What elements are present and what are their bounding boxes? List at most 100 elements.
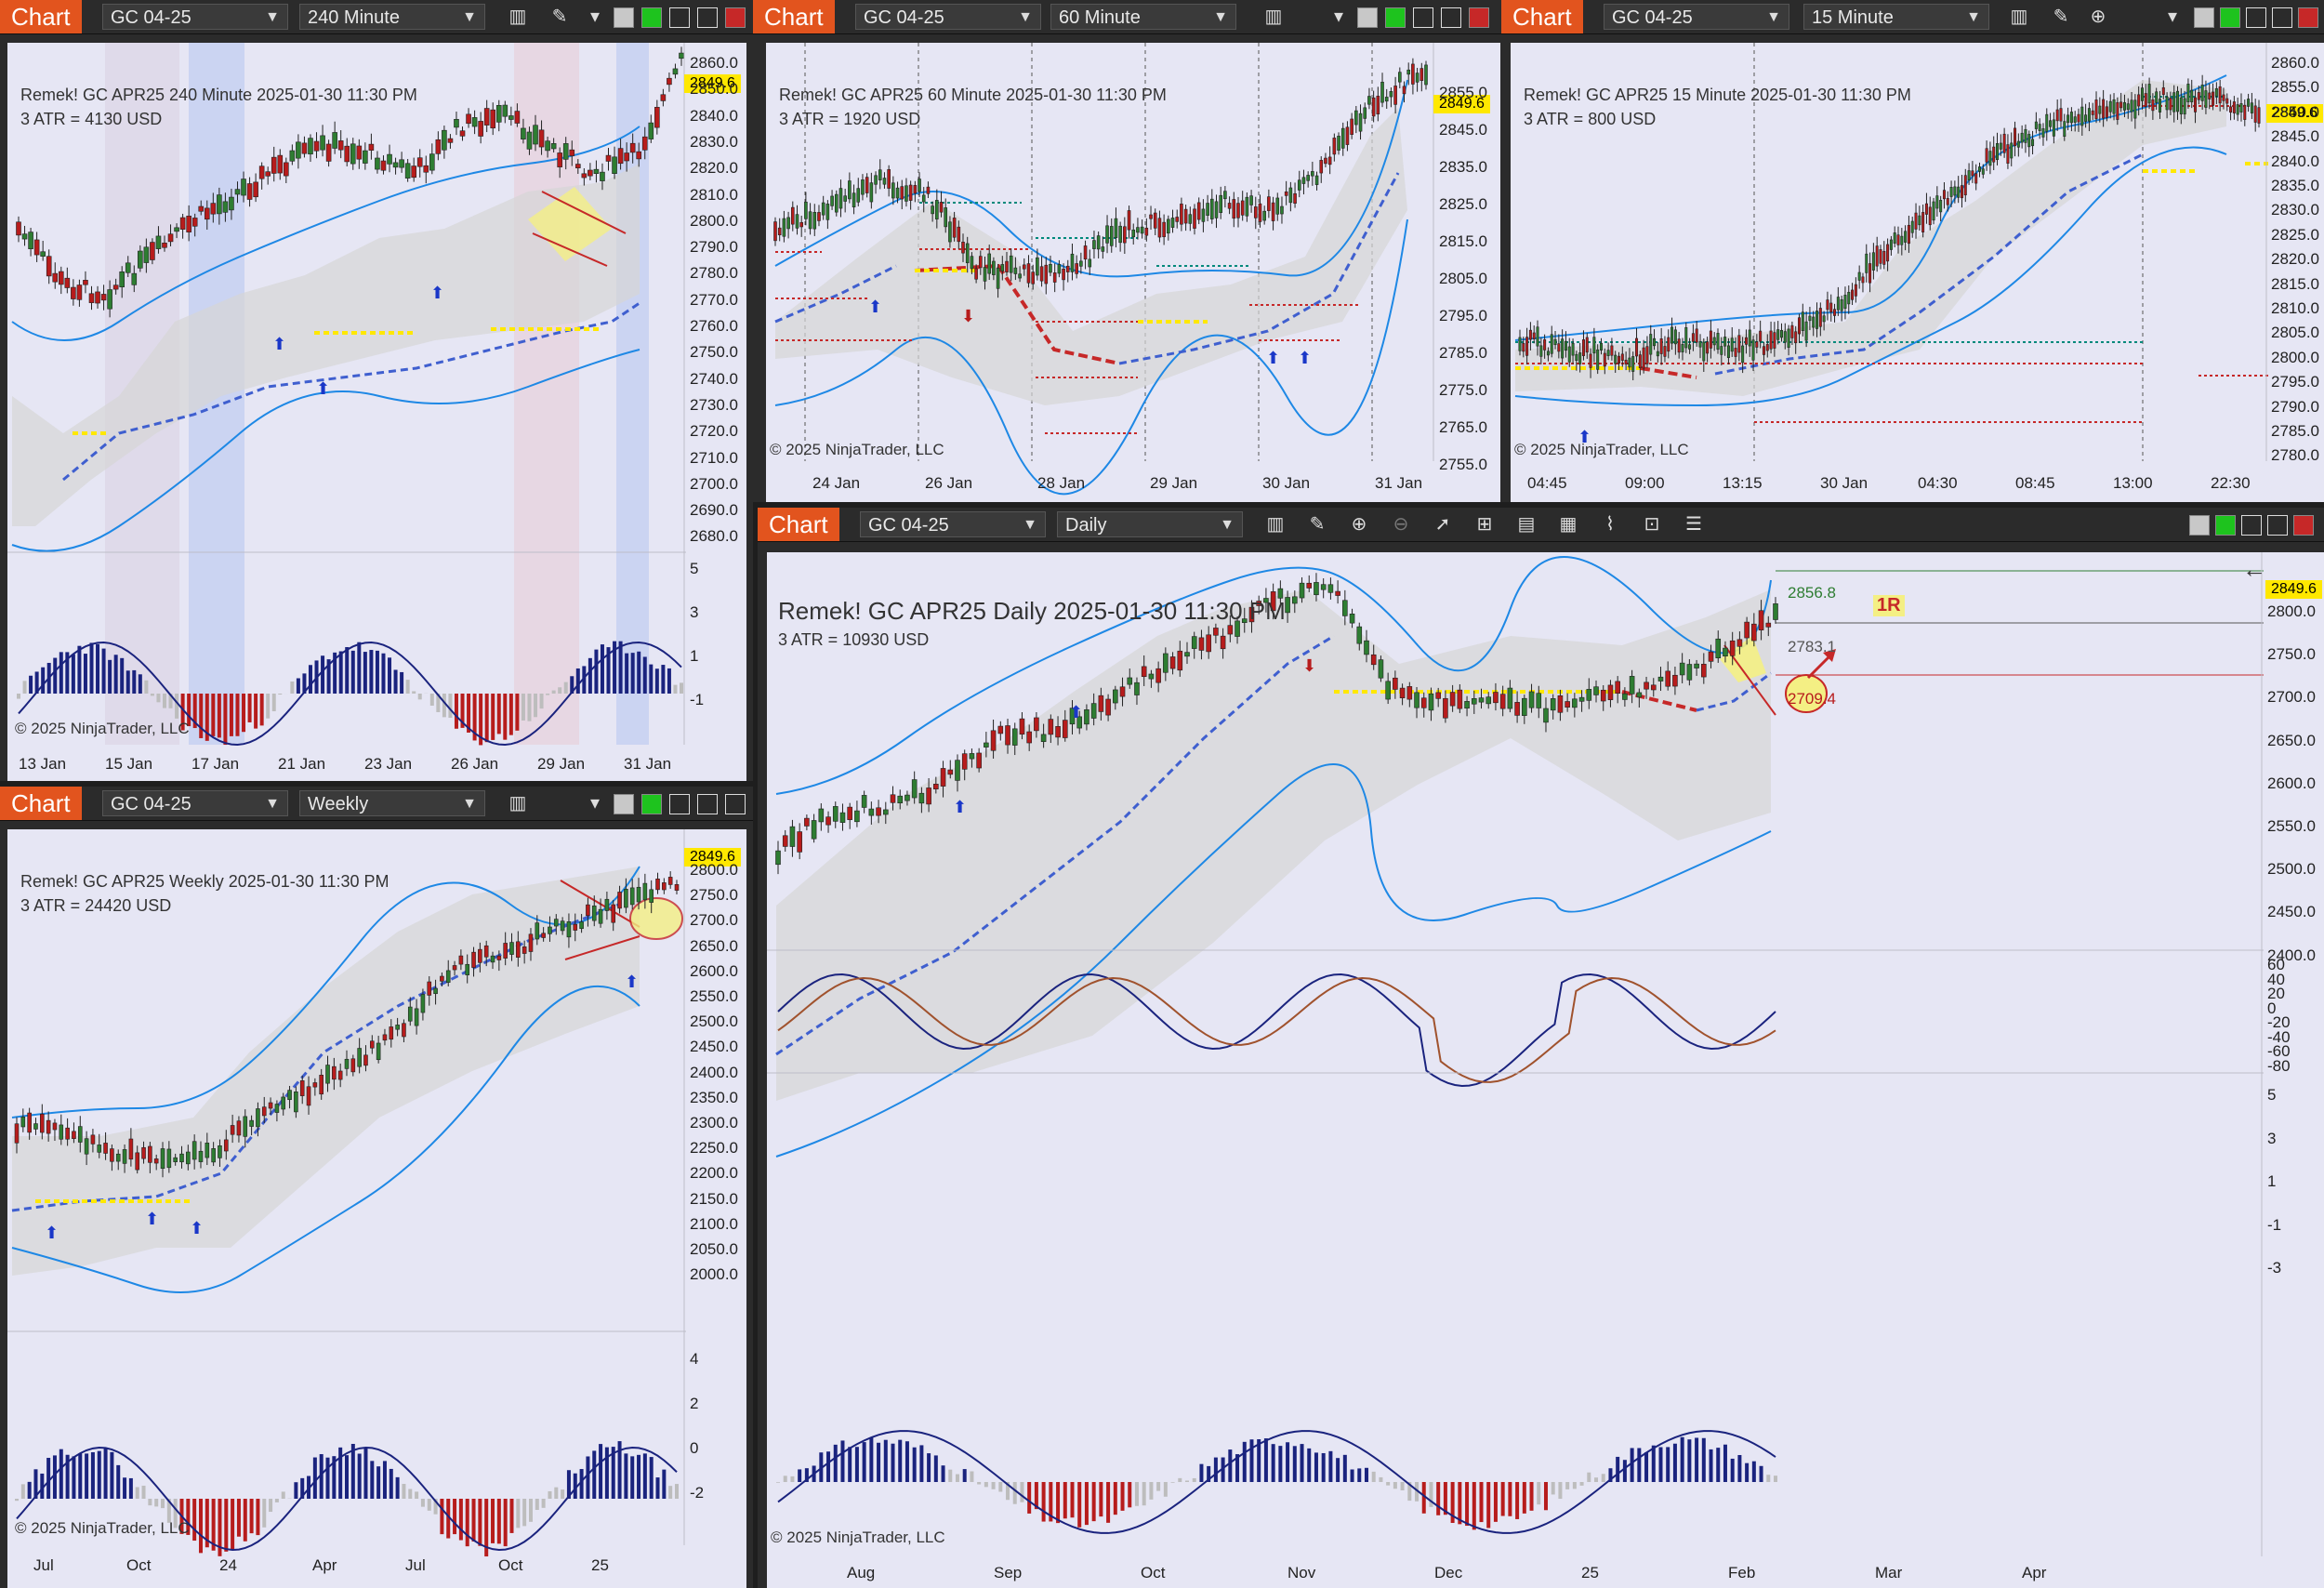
dropdown-icon[interactable]: ▾ <box>589 793 601 814</box>
histogram-bar <box>1364 1467 1368 1482</box>
oscillator-line <box>18 642 682 746</box>
window-color-green[interactable] <box>641 7 662 28</box>
minimize-button[interactable] <box>1413 7 1433 28</box>
time-axis[interactable]: 24 Jan 26 Jan 28 Jan 29 Jan 30 Jan 31 Jan <box>766 469 1433 496</box>
indicators-icon[interactable]: ▦ <box>1559 514 1578 535</box>
chart-tab[interactable]: Chart <box>758 508 839 541</box>
data-box-icon[interactable]: ⊞ <box>1476 514 1493 535</box>
close-button[interactable] <box>725 7 746 28</box>
dropdown-icon[interactable]: ▾ <box>2167 7 2178 27</box>
maximize-button[interactable] <box>2272 7 2292 28</box>
price-plot[interactable]: ⬆ ⬆ ⬆ ⬆ Remek! GC APR25 Weekly 2025-01-3… <box>7 829 746 1588</box>
axis-tick-label: 2790.0 <box>690 238 738 257</box>
maximize-button[interactable] <box>697 794 718 814</box>
minimize-button[interactable] <box>669 794 690 814</box>
interval-selector[interactable]: 15 Minute ▼ <box>1803 4 1989 30</box>
price-plot[interactable]: ⬆ ⬆ ⬇ ← Remek! GC APR25 Daily 2025-01-30… <box>767 552 2324 1588</box>
axis-tick-label: Nov <box>1287 1564 1316 1581</box>
price-plot[interactable]: ⬆ Remek! GC APR25 15 Minute 2025-01-30 1… <box>1511 43 2324 502</box>
candle-body <box>1765 622 1772 628</box>
bar-type-icon[interactable]: ▥ <box>1266 514 1285 535</box>
window-color-green[interactable] <box>641 794 662 814</box>
instrument-selector[interactable]: GC 04-25 ▼ <box>102 4 288 30</box>
instrument-selector[interactable]: GC 04-25 ▼ <box>860 511 1046 537</box>
interval-selector[interactable]: 240 Minute ▼ <box>299 4 485 30</box>
restore-button[interactable] <box>725 794 746 814</box>
price-axis[interactable]: 2860.0 2855.0 2850.0 2845.0 2840.0 2835.0 2830… <box>2271 43 2324 464</box>
time-axis[interactable]: Jul Oct 24 Apr Jul Oct 25 <box>7 1551 684 1579</box>
time-axis[interactable]: 04:45 09:00 13:15 30 Jan 04:30 08:45 13:00 22:3… <box>1511 469 2266 496</box>
bar-type-icon[interactable]: ▥ <box>1264 7 1283 27</box>
pointer-icon[interactable]: ➚ <box>1434 514 1451 535</box>
close-button[interactable] <box>1469 7 1489 28</box>
window-color-gray[interactable] <box>614 7 634 28</box>
histogram-bar <box>970 1471 974 1482</box>
strategy-icon[interactable]: ⌇ <box>1605 514 1615 535</box>
chart-tab[interactable]: Chart <box>753 0 835 33</box>
close-button[interactable] <box>2298 7 2318 28</box>
maximize-button[interactable] <box>2267 515 2288 536</box>
minimize-button[interactable] <box>2241 515 2262 536</box>
window-color-green[interactable] <box>2215 515 2236 536</box>
window-color-green[interactable] <box>1385 7 1406 28</box>
time-axis[interactable]: Aug Sep Oct Nov Dec 25 Feb Mar Apr <box>767 1558 2262 1586</box>
interval-selector[interactable]: 60 Minute ▼ <box>1050 4 1236 30</box>
dropdown-icon[interactable]: ▾ <box>589 7 601 27</box>
drawing-tool-icon[interactable]: ✎ <box>551 7 568 27</box>
chart-tab[interactable]: Chart <box>0 0 82 33</box>
bar-type-icon[interactable]: ▥ <box>508 7 527 27</box>
candle-body <box>1620 353 1624 361</box>
bar-type-icon[interactable]: ▥ <box>508 793 527 814</box>
price-axis[interactable]: 2800.0 2750.0 2700.0 2650.0 2600.0 2550.0 2500… <box>690 829 746 1331</box>
interval-selector[interactable]: Daily ▼ <box>1057 511 1243 537</box>
price-plot[interactable]: ⬆ ⬇ ⬆ ⬆ Remek! GC APR25 60 Minute 2025-0… <box>766 43 1500 502</box>
bar-type-icon[interactable]: ▥ <box>2010 7 2028 27</box>
histogram-bar <box>594 649 599 694</box>
instrument-selector[interactable]: GC 04-25 ▼ <box>1604 4 1789 30</box>
zoom-in-icon[interactable]: ⊕ <box>2090 7 2106 27</box>
window-color-gray[interactable] <box>2189 515 2210 536</box>
histogram-bar <box>675 1484 679 1499</box>
price-axis[interactable]: 2860.0 2850.0 2840.0 2830.0 2820.0 2810.0 2800… <box>690 43 746 552</box>
histogram-bar <box>332 1456 337 1499</box>
window-color-green[interactable] <box>2220 7 2240 28</box>
list-icon[interactable]: ☰ <box>1685 514 1702 535</box>
instrument-selector[interactable]: GC 04-25 ▼ <box>102 790 288 816</box>
properties-icon[interactable]: ▤ <box>1517 514 1536 535</box>
axis-tick-label: Dec <box>1434 1564 1463 1581</box>
window-color-gray[interactable] <box>614 794 634 814</box>
candle-body <box>1985 148 1988 163</box>
time-axis[interactable]: 13 Jan 15 Jan 17 Jan 21 Jan 23 Jan 26 Jan 29 J… <box>7 749 684 777</box>
window-color-gray[interactable] <box>1357 7 1378 28</box>
templates-icon[interactable]: ⊡ <box>1644 514 1660 535</box>
dropdown-icon[interactable]: ▾ <box>1333 7 1344 27</box>
minimize-button[interactable] <box>669 7 690 28</box>
maximize-button[interactable] <box>1441 7 1461 28</box>
instrument-selector[interactable]: GC 04-25 ▼ <box>855 4 1041 30</box>
candle-body <box>122 1149 127 1164</box>
drawing-tool-icon[interactable]: ✎ <box>1309 514 1326 535</box>
interval-selector[interactable]: Weekly ▼ <box>299 790 485 816</box>
price-axis[interactable]: 2800.0 2750.0 2700.0 2650.0 2600.0 2550.0 2500… <box>2267 552 2323 964</box>
chart-tab[interactable]: Chart <box>1501 0 1583 33</box>
drawing-tool-icon[interactable]: ✎ <box>2053 7 2069 27</box>
zoom-in-icon[interactable]: ⊕ <box>1351 514 1367 535</box>
candle-body <box>804 817 810 827</box>
minimize-button[interactable] <box>2246 7 2266 28</box>
candle-body <box>636 151 642 160</box>
histogram-bar <box>211 694 216 736</box>
candle-body <box>1163 653 1169 673</box>
histogram-bar <box>1221 1457 1225 1482</box>
histogram-bar <box>776 1482 780 1483</box>
candle-body <box>1882 251 1886 265</box>
close-button[interactable] <box>2293 515 2314 536</box>
candle-body <box>350 1058 356 1073</box>
price-plot[interactable]: ⬆ ⬆ ⬆ Remek! GC APR25 240 Minute 2025-01… <box>7 43 746 781</box>
window-color-gray[interactable] <box>2194 7 2214 28</box>
price-axis[interactable]: 2855.0 2845.0 2835.0 2825.0 2815.0 2805.0 2795… <box>1439 43 1499 473</box>
zoom-out-icon[interactable]: ⊖ <box>1393 514 1409 535</box>
maximize-button[interactable] <box>697 7 718 28</box>
chart-title: Remek! GC APR25 Daily 2025-01-30 11:30 P… <box>778 597 1286 625</box>
candle-body <box>471 117 478 127</box>
chart-tab[interactable]: Chart <box>0 787 82 820</box>
